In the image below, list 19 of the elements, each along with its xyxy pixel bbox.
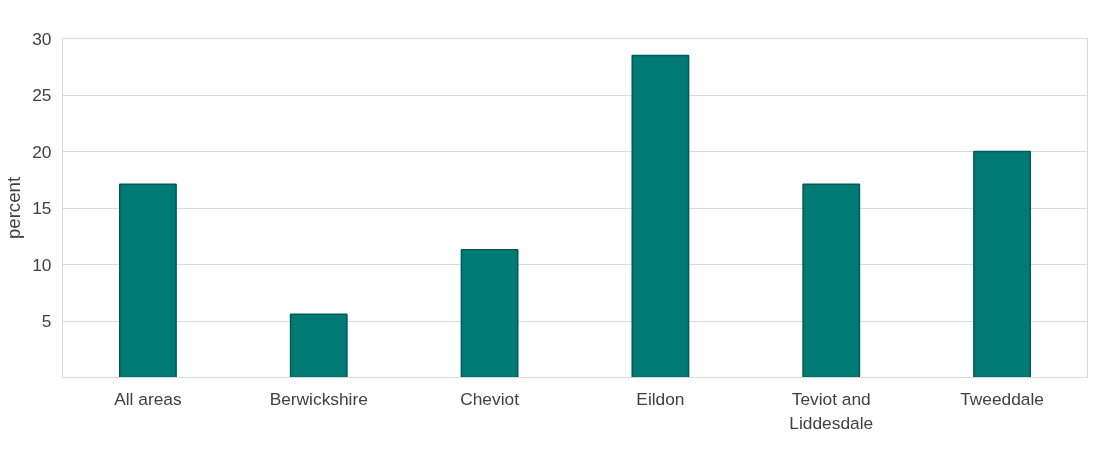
bar: [631, 54, 690, 378]
y-tick-label: 5: [41, 311, 52, 331]
y-tick-label: 25: [32, 85, 52, 105]
x-tick-label: All areas: [114, 388, 182, 409]
bar: [460, 249, 519, 378]
y-tick-label: 30: [32, 28, 52, 49]
x-tick-label: Berwickshire: [269, 388, 368, 409]
bar: [118, 183, 177, 378]
y-tick-label: 20: [32, 141, 52, 162]
x-tick-label: Teviot and Liddesdale: [789, 388, 874, 433]
x-tick-label: Cheviot: [460, 388, 520, 409]
y-axis-title: percent: [3, 176, 25, 240]
y-tick-label: 15: [32, 198, 52, 218]
y-tick-label: 10: [32, 254, 52, 275]
x-tick-label: Eildon: [636, 388, 685, 409]
bar: [973, 150, 1032, 378]
bar: [802, 183, 861, 378]
bar: [289, 313, 348, 378]
x-tick-label: Tweeddale: [960, 388, 1044, 409]
